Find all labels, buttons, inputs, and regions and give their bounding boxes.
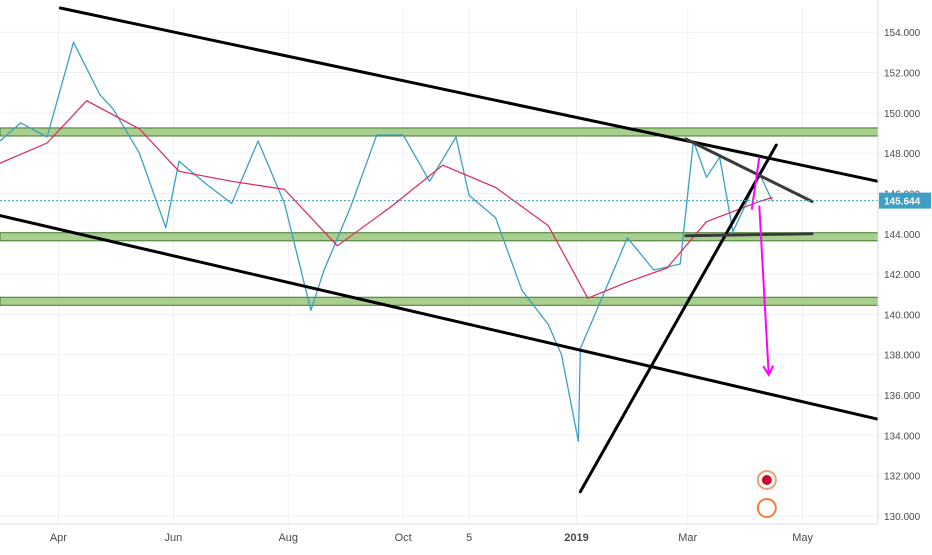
trendline	[0, 214, 880, 421]
x-tick-label: Apr	[50, 532, 67, 544]
x-tick-label: Oct	[395, 532, 412, 544]
x-axis-panel	[0, 524, 932, 550]
trendline	[578, 143, 778, 494]
x-tick-label: Aug	[278, 532, 298, 544]
y-tick-label: 144.000	[884, 230, 921, 241]
price-series-line	[0, 41, 774, 443]
earnings-event-icon	[756, 498, 777, 518]
y-tick-label: 136.000	[884, 391, 921, 402]
trendline	[58, 6, 880, 183]
x-tick-label: Mar	[678, 532, 697, 544]
flag-event-icon-core	[761, 475, 772, 485]
arrow-head	[762, 365, 775, 377]
trendline	[684, 137, 814, 203]
y-tick-label: 134.000	[884, 431, 921, 442]
y-tick-label: 140.000	[884, 310, 921, 321]
y-tick-label: 148.000	[884, 149, 921, 160]
x-tick-label: Jun	[164, 532, 182, 544]
y-tick-label: 138.000	[884, 351, 921, 362]
x-tick-label: May	[792, 532, 813, 544]
price-zone	[0, 127, 879, 137]
last-price-tag	[879, 192, 931, 209]
y-tick-label: 154.000	[884, 28, 921, 39]
projection-arrow	[758, 205, 770, 375]
moving-average-line	[0, 100, 773, 299]
y-tick-label: 142.000	[884, 270, 921, 281]
x-tick-label: 5	[466, 532, 472, 544]
price-zone	[0, 296, 879, 306]
y-tick-label: 150.000	[884, 109, 921, 120]
trendline	[684, 232, 814, 238]
x-tick-label: 2019	[564, 532, 588, 544]
y-tick-label: 132.000	[884, 472, 921, 483]
y-tick-label: 130.000	[884, 512, 921, 523]
y-tick-label: 152.000	[884, 69, 921, 80]
last-price-label: 145.644	[884, 197, 921, 208]
y-axis-panel	[878, 0, 932, 550]
